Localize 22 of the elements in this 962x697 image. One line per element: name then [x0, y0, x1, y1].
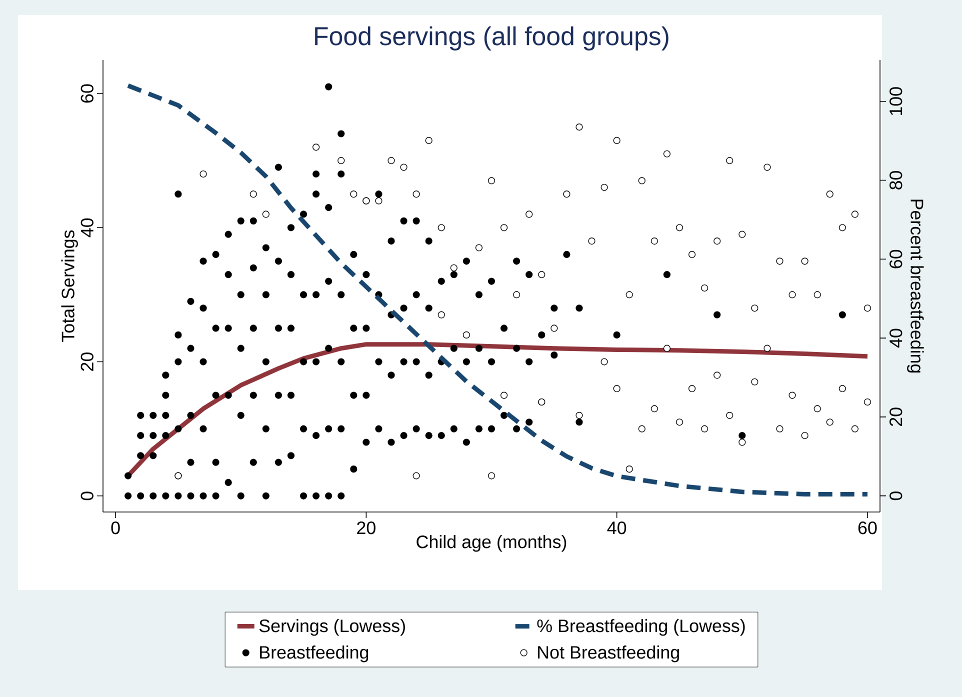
- y2-tick-label: 60: [890, 250, 902, 268]
- y-tick-label: 20: [80, 352, 94, 371]
- y2-axis-title: Percent breastfeeding: [907, 200, 924, 373]
- y-tick-label: 40: [80, 218, 94, 238]
- x-axis-title: Child age (months): [416, 535, 566, 552]
- x-tick-label: 0: [111, 521, 120, 534]
- x-tick-label: 60: [858, 521, 877, 534]
- y2-tick-label: 40: [890, 328, 902, 348]
- legend-label: Servings (Lowess): [259, 619, 405, 636]
- legend-label: Not Breastfeeding: [538, 646, 679, 662]
- y2-tick-label: 0: [890, 492, 902, 500]
- y-tick-label: 60: [80, 84, 94, 103]
- legend-label: Breastfeeding: [260, 646, 368, 662]
- y-tick-label: 0: [80, 492, 94, 500]
- chart-title: Food servings (all food groups): [315, 26, 668, 50]
- y2-tick-label: 100: [890, 87, 902, 115]
- y2-tick-label: 80: [890, 171, 902, 190]
- y2-tick-label: 20: [890, 408, 902, 426]
- legend-label: % Breastfeeding (Lowess): [537, 619, 745, 636]
- y-axis-title: Total Servings: [61, 230, 78, 342]
- x-tick-label: 20: [357, 521, 376, 534]
- x-tick-label: 40: [607, 521, 626, 534]
